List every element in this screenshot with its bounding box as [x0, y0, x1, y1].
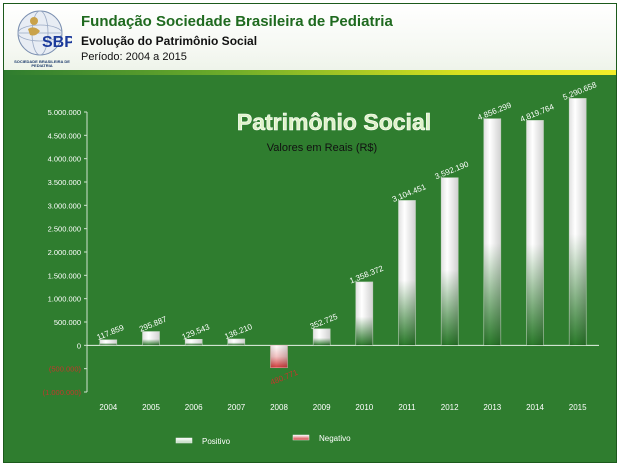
y-tick-label: 1.500.000 [48, 271, 81, 280]
header-stripe [4, 70, 616, 75]
x-tick-label: 2010 [355, 403, 373, 412]
y-tick-label: 2.500.000 [48, 225, 81, 234]
bar-shade-2014 [526, 120, 544, 346]
bar-shade-2010 [355, 281, 373, 346]
legend-swatch-negativo [292, 434, 310, 441]
y-tick-label: 3.000.000 [48, 201, 81, 210]
y-tick-label: 4.500.000 [48, 131, 81, 140]
x-tick-label: 2009 [313, 403, 331, 412]
bar-shade-2007 [227, 338, 245, 346]
data-label-2007: 136.210 [223, 322, 254, 341]
bar-shade-2005 [142, 331, 160, 346]
x-tick-label: 2005 [142, 403, 160, 412]
sbp-logo-icon: SBP [17, 10, 72, 56]
x-tick-label: 2008 [270, 403, 288, 412]
bar-shade-2011 [398, 200, 416, 346]
bar-shade-2015 [569, 98, 587, 346]
chart-title: Patrimônio Social [237, 109, 431, 135]
page-subtitle: Evolução do Patrimônio Social [81, 34, 258, 48]
y-tick-label: 3.500.000 [48, 178, 81, 187]
x-tick-label: 2015 [569, 403, 587, 412]
x-tick-label: 2014 [526, 403, 544, 412]
logo-caption: SOCIEDADE BRASILEIRA DE PEDIATRIA [14, 59, 70, 68]
axes: (1.000.000) (500.000) 0 500.000 1.000.000 1.5… [43, 108, 599, 397]
y-tick-label: 500.000 [54, 318, 81, 327]
logo-text: SBP [42, 34, 72, 51]
chart-subtitle: Valores em Reais (R$) [267, 142, 377, 154]
y-tick-label: 1.000.000 [48, 295, 81, 304]
data-label-2005: 295.887 [138, 314, 169, 333]
data-label-2008: 480.771 [269, 368, 300, 387]
page-title: Fundação Sociedade Brasileira de Pediatr… [81, 13, 393, 30]
x-tick-label: 2011 [398, 403, 416, 412]
legend: Positivo Negativo [175, 434, 351, 446]
header: SBP SOCIEDADE BRASILEIRA DE PEDIATRIA Fu… [4, 4, 616, 70]
x-tick-label: 2012 [441, 403, 459, 412]
patrimonio-bar-chart: Patrimônio Social Valores em Reais (R$) … [43, 80, 599, 446]
x-tick-label: 2013 [483, 403, 501, 412]
period-text: Período: 2004 a 2015 [81, 51, 187, 63]
y-tick-label: (1.000.000) [43, 388, 82, 397]
y-tick-label: (500.000) [49, 365, 82, 374]
bar-shade-2013 [483, 118, 501, 346]
x-tick-label: 2007 [227, 403, 245, 412]
y-tick-label: 2.000.000 [48, 248, 81, 257]
data-label-2004: 117.859 [96, 323, 126, 342]
bar-shade-2008 [270, 345, 288, 368]
y-tick-label: 4.000.000 [48, 155, 81, 164]
data-label-2006: 129.543 [181, 322, 212, 341]
bars [99, 98, 587, 369]
legend-label-negativo: Negativo [319, 434, 351, 443]
x-tick-label: 2006 [185, 403, 203, 412]
y-tick-label: 5.000.000 [48, 108, 81, 117]
bar-shade-2006 [185, 339, 203, 346]
slide-frame: SBP SOCIEDADE BRASILEIRA DE PEDIATRIA Fu… [3, 3, 617, 463]
legend-label-positivo: Positivo [202, 437, 231, 446]
bar-shade-2012 [441, 177, 459, 346]
bar-shade-2004 [99, 339, 117, 346]
legend-swatch-positivo [175, 437, 193, 444]
bar-shade-2009 [313, 328, 331, 346]
data-label-2009: 352.725 [309, 312, 340, 331]
x-tick-label: 2004 [99, 403, 117, 412]
y-tick-label: 0 [77, 341, 81, 350]
